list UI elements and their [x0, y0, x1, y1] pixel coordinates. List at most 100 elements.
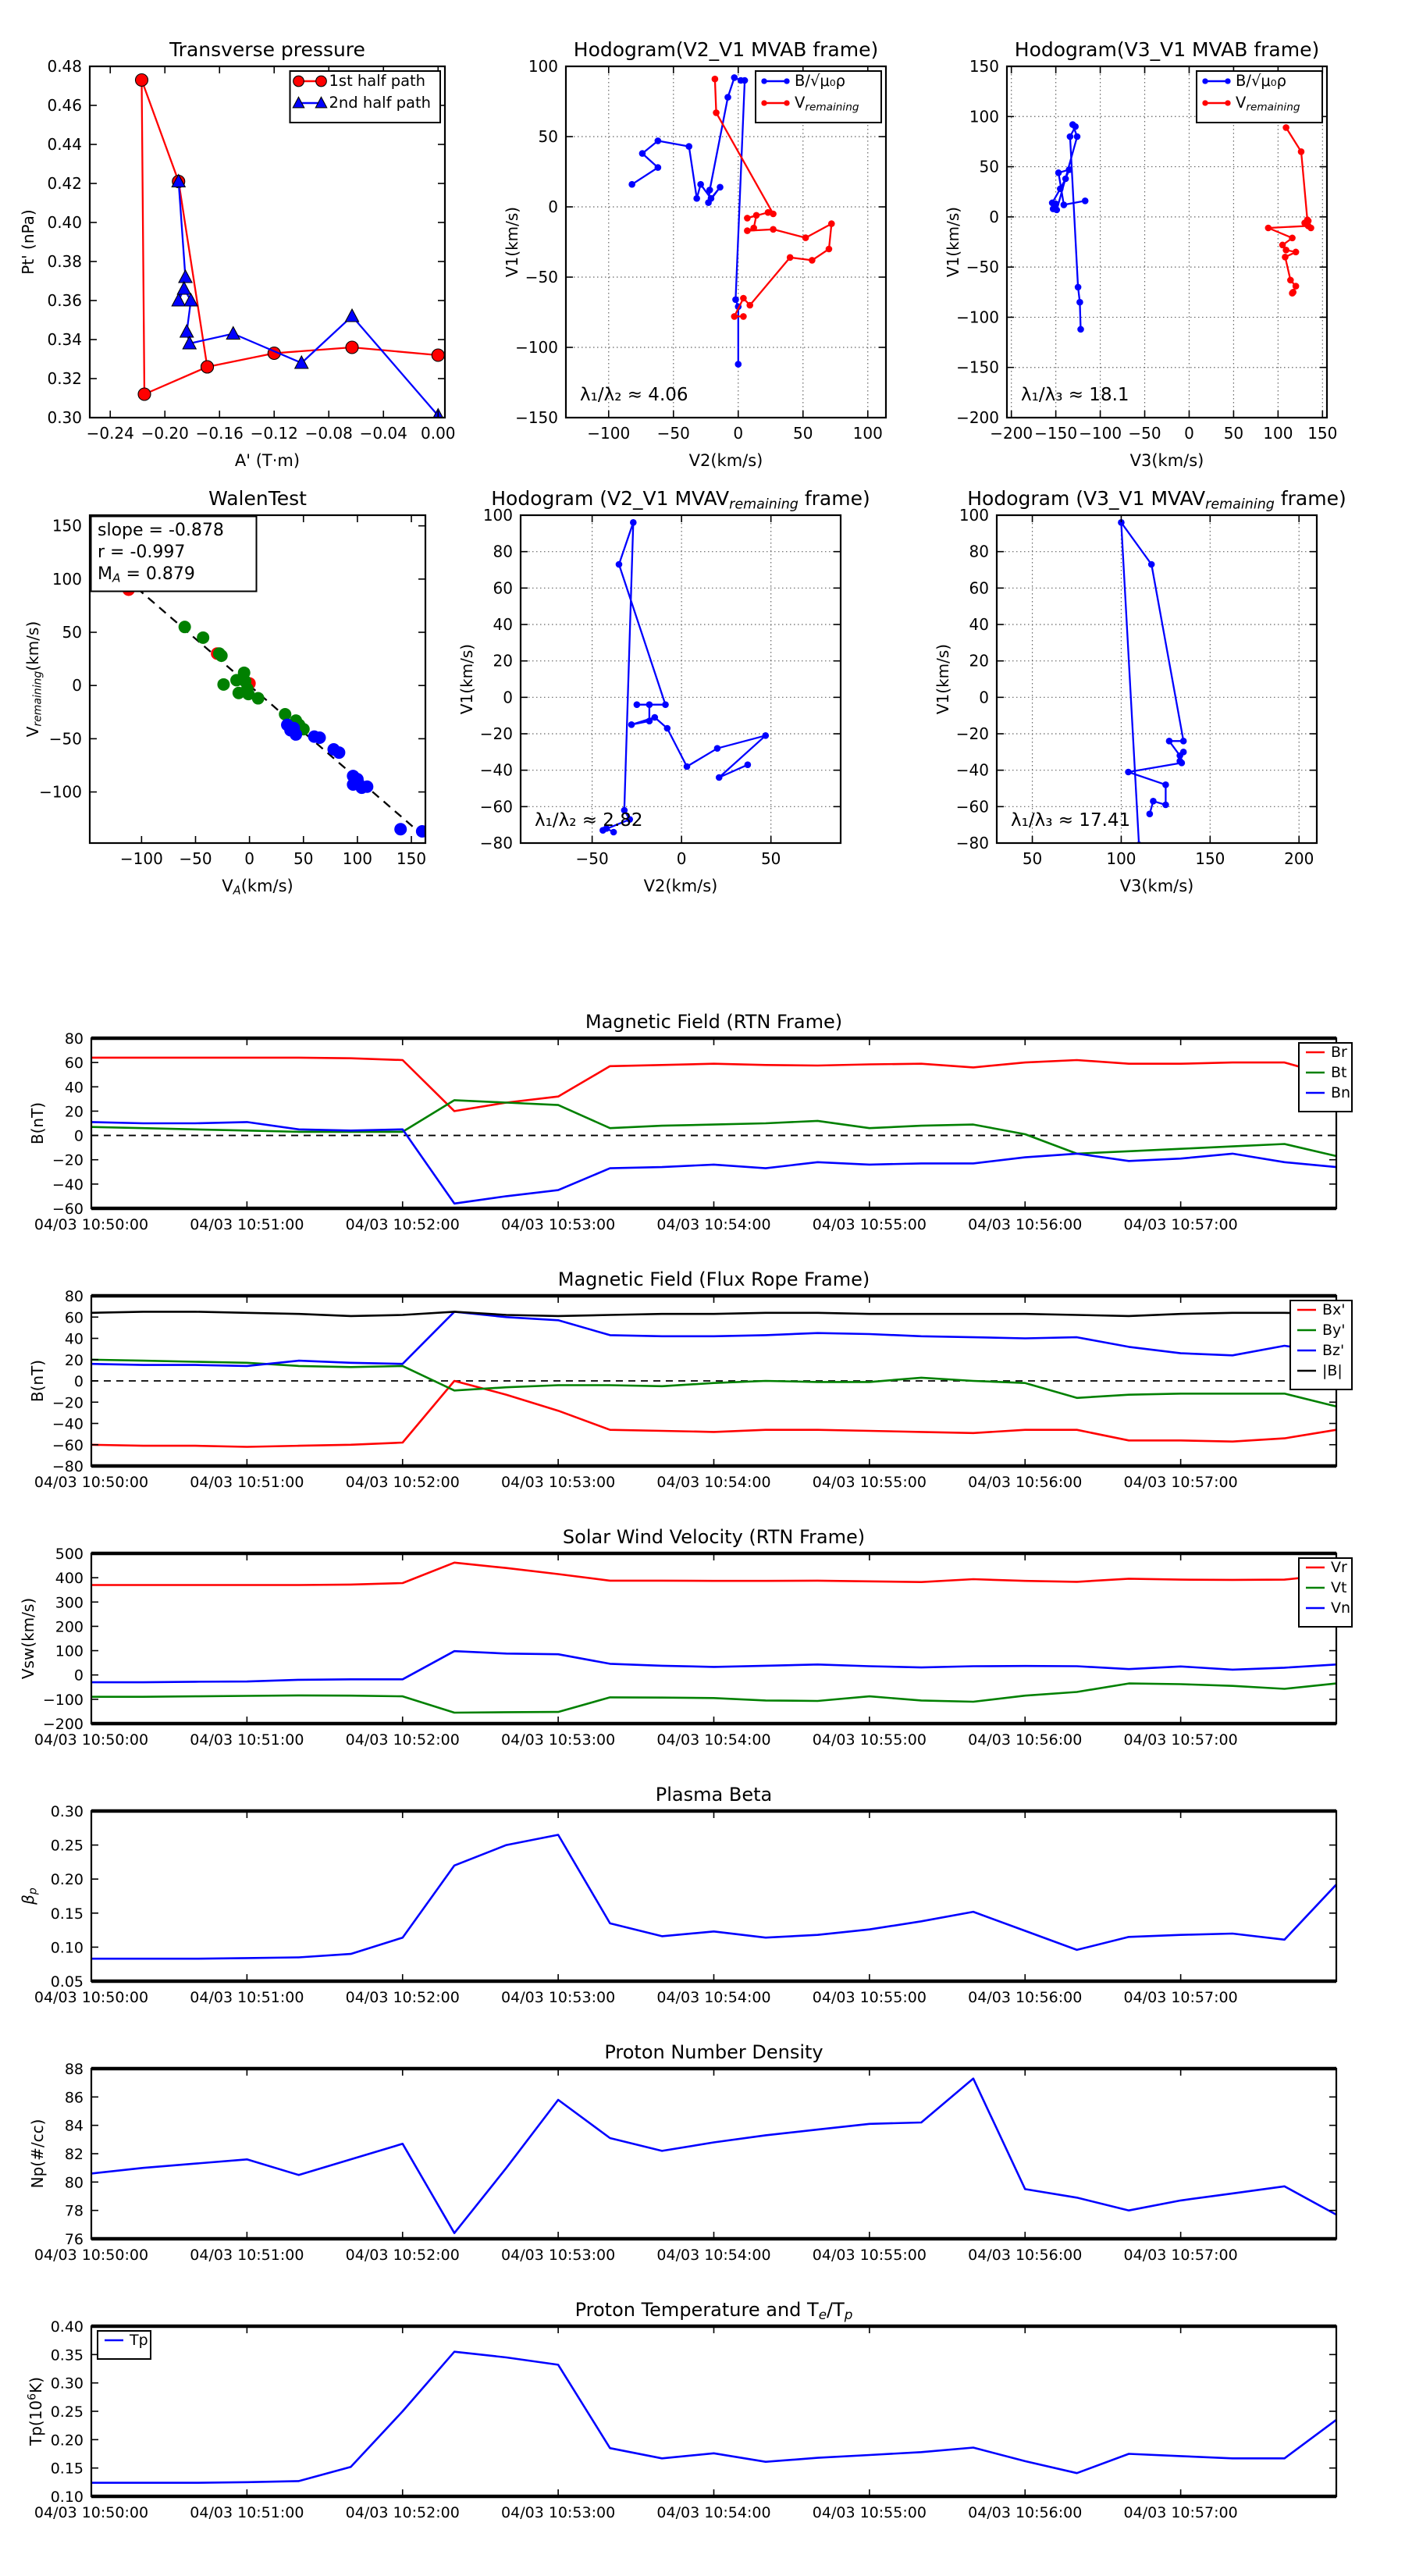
svg-text:0.15: 0.15: [51, 2460, 84, 2478]
svg-text:Vn: Vn: [1331, 1599, 1350, 1617]
svg-text:04/03 10:51:00: 04/03 10:51:00: [190, 2504, 304, 2521]
svg-text:04/03 10:50:00: 04/03 10:50:00: [34, 2504, 148, 2521]
svg-text:20: 20: [65, 1103, 84, 1120]
svg-text:βp: βp: [19, 1888, 39, 1905]
svg-text:04/03 10:54:00: 04/03 10:54:00: [656, 1216, 770, 1233]
series-group: [1118, 519, 1187, 844]
chart-walen-test: −100 −50 0 50 100 150 −100 −50 0 50 100 150 WalenTes…: [23, 487, 426, 898]
svg-text:Tp: Tp: [129, 2332, 148, 2349]
svg-text:−60: −60: [956, 797, 989, 816]
svg-text:r = -0.997: r = -0.997: [98, 543, 185, 562]
chart-vsw-rtn: 04/03 10:50:00 04/03 10:51:00 04/03 10:52:…: [19, 1526, 1353, 1749]
svg-text:04/03 10:55:00: 04/03 10:55:00: [813, 2247, 927, 2264]
svg-text:50: 50: [761, 849, 781, 868]
svg-text:0.40: 0.40: [47, 213, 82, 232]
chart-hodogram-v2-v1-mvab: −100 −50 0 50 100 −150 −100 −50 0 50 100 Hodogram(V…: [503, 38, 887, 470]
svg-text:84: 84: [65, 2118, 84, 2135]
svg-text:76: 76: [65, 2231, 84, 2248]
svg-text:B/√μ₀ρ: B/√μ₀ρ: [1236, 72, 1286, 90]
svg-text:V1(km/s): V1(km/s): [503, 207, 521, 277]
svg-text:0.48: 0.48: [47, 57, 82, 76]
svg-text:0.30: 0.30: [51, 1803, 84, 1820]
svg-text:0.25: 0.25: [51, 2403, 84, 2421]
svg-text:Vt: Vt: [1331, 1579, 1346, 1596]
svg-text:−60: −60: [52, 1437, 84, 1454]
svg-text:04/03 10:56:00: 04/03 10:56:00: [968, 2504, 1082, 2521]
svg-text:04/03 10:53:00: 04/03 10:53:00: [501, 1474, 615, 1491]
svg-text:40: 40: [969, 615, 989, 634]
svg-text:300: 300: [55, 1594, 84, 1611]
svg-text:−0.20: −0.20: [141, 424, 189, 443]
legend: B/√μ₀ρ Vremaining: [755, 70, 882, 123]
svg-text:−0.12: −0.12: [251, 424, 298, 443]
gridlines: [1007, 66, 1327, 418]
svg-text:04/03 10:53:00: 04/03 10:53:00: [501, 2247, 615, 2264]
svg-text:λ₁/λ₂ ≈ 4.06: λ₁/λ₂ ≈ 4.06: [580, 385, 688, 405]
series-group: [134, 73, 445, 418]
svg-text:04/03 10:54:00: 04/03 10:54:00: [656, 1989, 770, 2006]
svg-text:80: 80: [65, 1030, 84, 1048]
svg-text:0: 0: [989, 208, 999, 226]
svg-text:0.35: 0.35: [51, 2347, 84, 2364]
svg-text:04/03 10:52:00: 04/03 10:52:00: [346, 2247, 460, 2264]
gridlines: [997, 515, 1317, 843]
svg-text:−40: −40: [52, 1176, 84, 1194]
svg-text:100: 100: [52, 570, 82, 589]
svg-text:2nd half path: 2nd half path: [329, 94, 431, 112]
svg-text:80: 80: [65, 1288, 84, 1305]
svg-text:50: 50: [1224, 424, 1243, 443]
svg-text:40: 40: [65, 1079, 84, 1096]
svg-text:0.30: 0.30: [47, 408, 82, 427]
svg-text:60: 60: [65, 1309, 84, 1326]
svg-text:0.36: 0.36: [47, 291, 82, 310]
svg-text:100: 100: [1263, 424, 1293, 443]
svg-text:−50: −50: [49, 729, 82, 748]
svg-text:−40: −40: [52, 1416, 84, 1433]
ticks: 04/03 10:50:00 04/03 10:51:00 04/03 10:52:…: [34, 1288, 1336, 1491]
svg-text:04/03 10:51:00: 04/03 10:51:00: [190, 1474, 304, 1491]
series-group: [628, 74, 835, 368]
svg-text:Solar Wind Velocity (RTN Frame: Solar Wind Velocity (RTN Frame): [563, 1526, 865, 1548]
svg-text:0.15: 0.15: [51, 1905, 84, 1923]
svg-text:04/03 10:50:00: 04/03 10:50:00: [34, 1474, 148, 1491]
svg-text:Vr: Vr: [1331, 1559, 1347, 1576]
svg-text:0.34: 0.34: [47, 330, 82, 349]
svg-text:Vremaining: Vremaining: [1236, 94, 1300, 113]
svg-text:−50: −50: [179, 849, 212, 868]
svg-text:−50: −50: [966, 258, 999, 276]
stats-box: slope = -0.878 r = -0.997 MA = 0.879: [90, 515, 258, 592]
svg-text:200: 200: [55, 1618, 84, 1635]
svg-text:50: 50: [793, 424, 813, 443]
svg-text:0: 0: [503, 688, 513, 706]
svg-text:04/03 10:53:00: 04/03 10:53:00: [501, 2504, 615, 2521]
svg-text:V2(km/s): V2(km/s): [689, 451, 763, 470]
svg-text:−100: −100: [1079, 424, 1122, 443]
svg-text:100: 100: [483, 506, 513, 525]
svg-text:Proton Number Density: Proton Number Density: [604, 2041, 823, 2063]
svg-text:−100: −100: [39, 783, 82, 802]
series-group: [91, 2350, 1337, 2484]
svg-text:−100: −100: [43, 1692, 84, 1709]
svg-text:−40: −40: [956, 761, 989, 780]
ticks: −0.24 −0.20 −0.16 −0.12 −0.08 −0.04 0.00 0.30 0.…: [47, 57, 455, 443]
svg-text:150: 150: [52, 517, 82, 535]
ticks: −50 0 50 −80 −60 −40 −20 0 20 40 60 80 100: [480, 506, 841, 868]
svg-text:−100: −100: [120, 849, 163, 868]
svg-text:0.25: 0.25: [51, 1838, 84, 1855]
svg-text:V1(km/s): V1(km/s): [944, 207, 962, 277]
svg-text:100: 100: [1106, 849, 1136, 868]
svg-text:0.20: 0.20: [51, 1871, 84, 1888]
svg-text:04/03 10:52:00: 04/03 10:52:00: [346, 1216, 460, 1233]
svg-text:−50: −50: [657, 424, 690, 443]
chart-hodogram-v3-v1-mvab: −200 −150 −100 −50 0 50 100 150−200−150−100−500…: [944, 38, 1337, 470]
svg-text:78: 78: [65, 2203, 84, 2220]
svg-text:04/03 10:52:00: 04/03 10:52:00: [346, 1474, 460, 1491]
svg-text:04/03 10:54:00: 04/03 10:54:00: [656, 2247, 770, 2264]
svg-text:0: 0: [979, 688, 989, 706]
svg-text:04/03 10:51:00: 04/03 10:51:00: [190, 1731, 304, 1749]
series-group: [91, 1561, 1337, 1714]
svg-text:0.42: 0.42: [47, 174, 82, 193]
svg-text:100: 100: [55, 1643, 84, 1660]
svg-text:04/03 10:56:00: 04/03 10:56:00: [968, 1216, 1082, 1233]
